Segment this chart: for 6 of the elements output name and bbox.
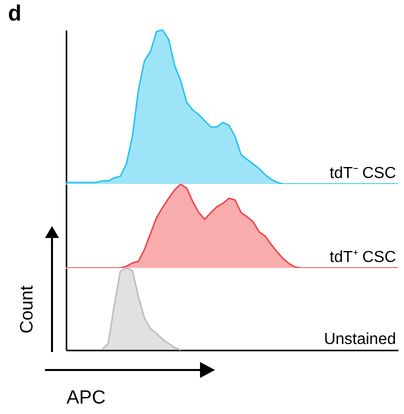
text: Unstained — [324, 331, 396, 348]
y-axis-title: Count — [16, 285, 36, 334]
series-label: tdT⁺ CSC — [330, 249, 396, 266]
chart-title: d — [8, 0, 22, 26]
series-label: tdT⁻ CSC — [330, 165, 396, 182]
x-axis-title: APC — [66, 388, 106, 408]
